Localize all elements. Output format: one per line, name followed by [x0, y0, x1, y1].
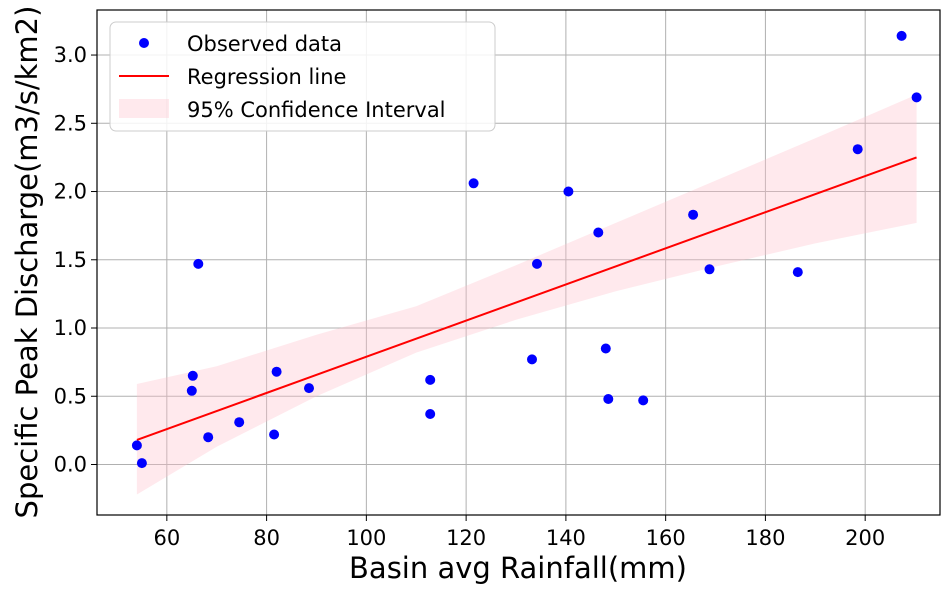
- data-point: [136, 458, 147, 469]
- x-tick-label: 200: [845, 526, 885, 550]
- y-tick-label: 0.5: [54, 384, 87, 408]
- x-tick-label: 60: [153, 526, 180, 550]
- legend-label-regression: Regression line: [187, 65, 346, 89]
- data-point: [603, 394, 614, 404]
- data-point: [638, 395, 649, 406]
- data-point: [269, 429, 280, 440]
- legend-marker-ci: [119, 99, 169, 118]
- y-tick-label: 1.5: [54, 248, 87, 272]
- regression-line: [136, 156, 917, 441]
- plot-frame: [96, 9, 941, 516]
- data-point: [600, 343, 611, 354]
- x-tick-label: 160: [646, 526, 686, 550]
- data-point: [186, 385, 197, 396]
- data-point: [911, 92, 922, 103]
- data-point: [896, 30, 907, 41]
- y-tick-label: 2.0: [54, 180, 87, 204]
- confidence-interval-band: [136, 94, 917, 495]
- data-point: [852, 144, 863, 155]
- legend-box: [109, 21, 496, 132]
- observed-points: [131, 30, 922, 469]
- data-point: [425, 374, 436, 385]
- y-tick-label: 1.0: [54, 316, 87, 340]
- x-tick-label: 140: [546, 526, 586, 550]
- regression-line-layer: [136, 156, 917, 441]
- data-point: [304, 383, 314, 394]
- data-point: [193, 258, 204, 269]
- x-tick-label: 120: [446, 526, 486, 550]
- data-point: [688, 209, 699, 220]
- x-axis-ticks: 60 80 100 120 140 160 180 200: [153, 515, 885, 550]
- x-tick-label: 100: [346, 526, 386, 550]
- x-tick-label: 80: [253, 526, 280, 550]
- x-tick-label: 180: [745, 526, 785, 550]
- data-point: [203, 432, 214, 443]
- y-axis-label: Specific Peak Discharge(m3/s/km2): [10, 6, 44, 519]
- data-point: [234, 417, 245, 428]
- data-point: [468, 178, 479, 189]
- data-point: [425, 409, 436, 419]
- y-tick-label: 3.0: [54, 43, 87, 67]
- data-point: [131, 440, 142, 451]
- data-point: [532, 258, 542, 269]
- legend-marker-observed: [139, 38, 149, 48]
- confidence-band: [136, 94, 917, 495]
- legend: Observed data Regression line 95% Confid…: [109, 21, 496, 132]
- data-point: [563, 186, 574, 197]
- y-axis-ticks: 0.0 0.5 1.0 1.5 2.0 2.5 3.0: [54, 43, 97, 477]
- legend-label-observed: Observed data: [187, 32, 342, 56]
- data-point: [187, 370, 198, 381]
- data-point: [593, 227, 604, 238]
- data-point: [271, 366, 282, 377]
- y-tick-label: 2.5: [54, 111, 87, 135]
- y-tick-label: 0.0: [54, 453, 87, 477]
- data-point: [792, 267, 803, 278]
- x-axis-label: Basin avg Rainfall(mm): [349, 551, 687, 585]
- data-point: [704, 264, 715, 275]
- legend-label-ci: 95% Confidence Interval: [187, 98, 446, 122]
- data-point: [527, 354, 537, 365]
